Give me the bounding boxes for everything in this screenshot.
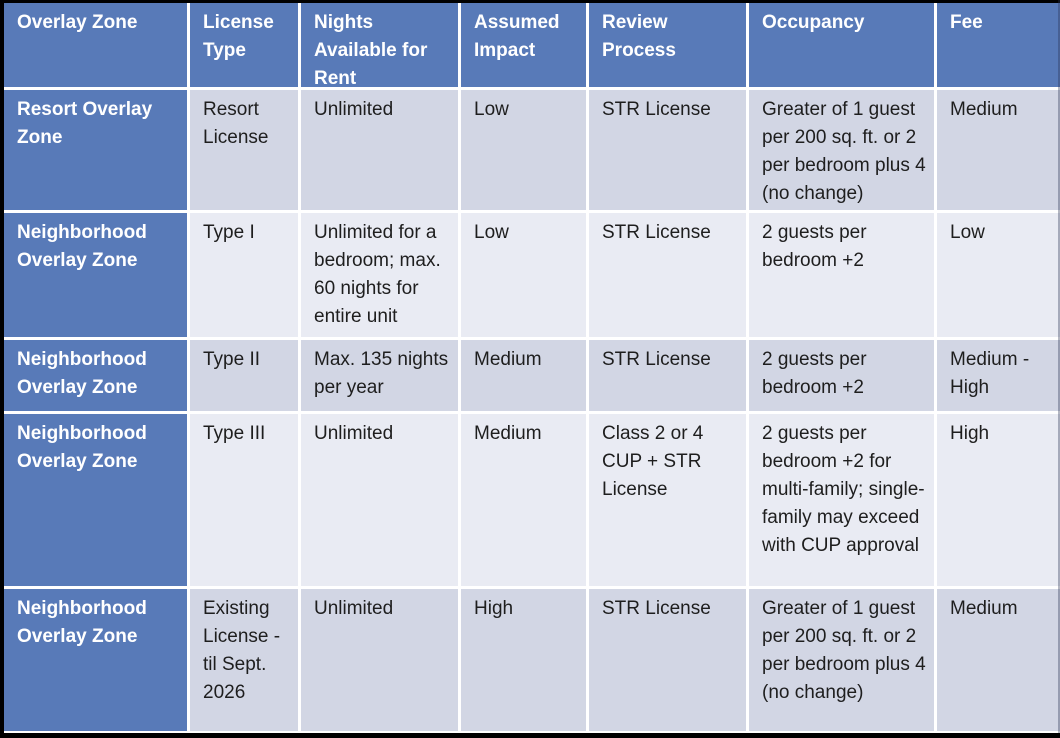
nights-cell: Unlimited xyxy=(301,589,458,731)
nights-cell: Max. 135 nights per year xyxy=(301,340,458,411)
impact-cell: Low xyxy=(461,90,586,210)
impact-cell: Low xyxy=(461,213,586,337)
license-type-cell: Type III xyxy=(190,414,298,586)
review-cell: STR License xyxy=(589,589,746,731)
column-header-assumed-impact: Assumed Impact xyxy=(461,3,586,87)
fee-cell: Medium xyxy=(937,90,1060,210)
license-type-cell: Resort License xyxy=(190,90,298,210)
occupancy-cell: 2 guests per bedroom +2 xyxy=(749,340,934,411)
impact-cell: Medium xyxy=(461,340,586,411)
zone-cell: Neighborhood Overlay Zone xyxy=(4,414,187,586)
license-type-cell: Type II xyxy=(190,340,298,411)
column-header-nights-available: Nights Available for Rent xyxy=(301,3,458,87)
fee-cell: Low xyxy=(937,213,1060,337)
occupancy-cell: Greater of 1 guest per 200 sq. ft. or 2 … xyxy=(749,90,934,210)
nights-cell: Unlimited for a bedroom; max. 60 nights … xyxy=(301,213,458,337)
occupancy-cell: Greater of 1 guest per 200 sq. ft. or 2 … xyxy=(749,589,934,731)
nights-cell: Unlimited xyxy=(301,414,458,586)
review-cell: STR License xyxy=(589,340,746,411)
occupancy-cell: 2 guests per bedroom +2 xyxy=(749,213,934,337)
impact-cell: Medium xyxy=(461,414,586,586)
zone-cell: Neighborhood Overlay Zone xyxy=(4,340,187,411)
impact-cell: High xyxy=(461,589,586,731)
review-cell: STR License xyxy=(589,90,746,210)
license-type-cell: Existing License - til Sept. 2026 xyxy=(190,589,298,731)
column-header-overlay-zone: Overlay Zone xyxy=(4,3,187,87)
review-cell: Class 2 or 4 CUP + STR License xyxy=(589,414,746,586)
overlay-zone-table: Overlay Zone License Type Nights Availab… xyxy=(4,3,1060,733)
license-type-cell: Type I xyxy=(190,213,298,337)
column-header-fee: Fee xyxy=(937,3,1060,87)
zone-cell: Neighborhood Overlay Zone xyxy=(4,589,187,731)
slide-right-edge xyxy=(1058,0,1060,733)
occupancy-cell: 2 guests per bedroom +2 for multi-family… xyxy=(749,414,934,586)
review-cell: STR License xyxy=(589,213,746,337)
zone-cell: Resort Overlay Zone xyxy=(4,90,187,210)
nights-cell: Unlimited xyxy=(301,90,458,210)
fee-cell: Medium xyxy=(937,589,1060,731)
zone-cell: Neighborhood Overlay Zone xyxy=(4,213,187,337)
column-header-license-type: License Type xyxy=(190,3,298,87)
column-header-review-process: Review Process xyxy=(589,3,746,87)
fee-cell: Medium - High xyxy=(937,340,1060,411)
column-header-occupancy: Occupancy xyxy=(749,3,934,87)
fee-cell: High xyxy=(937,414,1060,586)
